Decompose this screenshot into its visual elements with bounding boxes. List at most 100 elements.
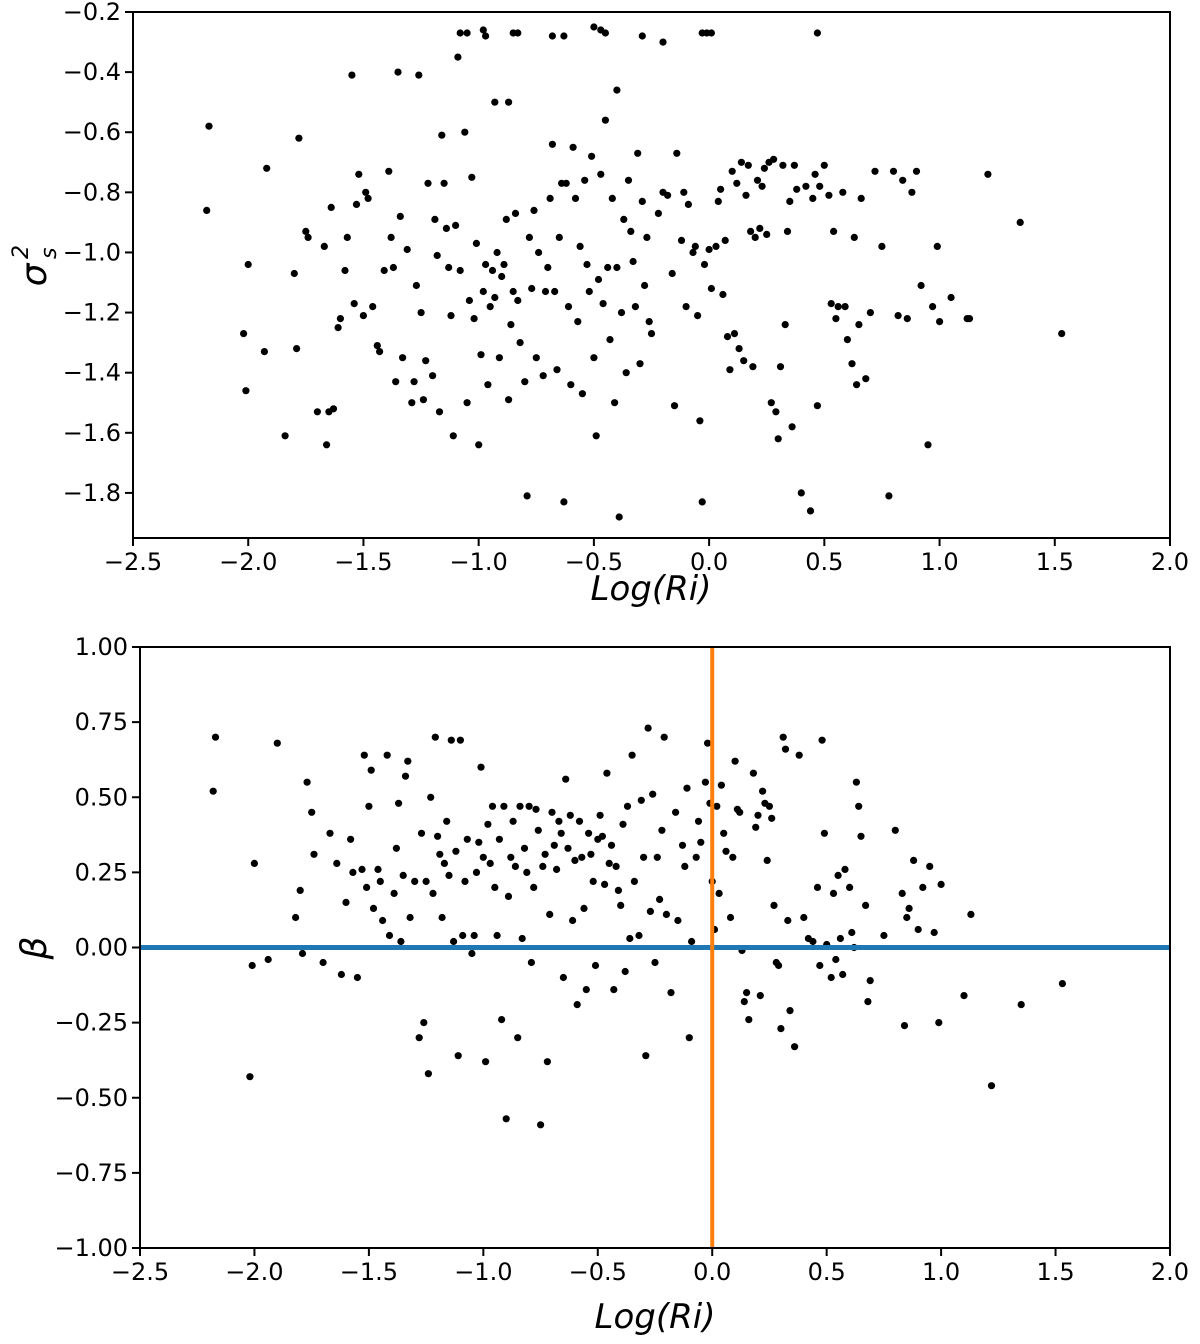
bottom-data-point-210 [839, 970, 847, 979]
bottom-data-point-134 [630, 877, 639, 886]
bottom-data-point-46 [427, 793, 435, 801]
top-plot-frame [132, 11, 1171, 539]
top-data-point-175 [747, 227, 755, 235]
top-data-point-114 [585, 287, 593, 296]
bottom-data-point-126 [612, 862, 620, 871]
bottom-data-point-98 [548, 808, 556, 816]
top-data-point-67 [472, 239, 480, 247]
top-data-point-26 [355, 170, 363, 178]
top-data-point-241 [479, 26, 487, 34]
top-data-point-105 [564, 303, 573, 311]
top-data-point-124 [608, 194, 616, 202]
top-data-point-213 [850, 233, 858, 241]
top-data-point-122 [604, 263, 612, 272]
top-data-point-7 [281, 432, 289, 440]
top-data-point-108 [571, 194, 580, 202]
bottom-data-point-229 [919, 883, 927, 892]
bottom-data-point-54 [445, 871, 453, 880]
bottom-data-point-234 [960, 992, 968, 1000]
bottom-data-point-230 [926, 862, 934, 871]
top-data-point-45 [415, 71, 423, 79]
bottom-data-point-38 [404, 757, 412, 765]
top-data-point-190 [781, 321, 789, 329]
bottom-data-point-169 [726, 913, 735, 922]
top-data-point-63 [463, 399, 471, 407]
bottom-data-point-122 [603, 769, 611, 777]
top-data-point-221 [885, 492, 893, 500]
top-data-point-88 [523, 492, 531, 500]
top-data-point-134 [631, 303, 640, 311]
bottom-data-point-40 [411, 877, 419, 886]
top-data-point-126 [613, 263, 621, 272]
bottom-data-point-68 [479, 853, 487, 861]
bottom-data-point-70 [484, 820, 492, 828]
bottom-data-point-18 [347, 835, 355, 843]
bottom-data-point-192 [781, 745, 790, 753]
top-data-point-99 [551, 287, 559, 296]
bottom-data-point-175 [740, 998, 748, 1006]
top-data-point-8 [290, 269, 298, 278]
top-data-point-95 [541, 287, 550, 296]
top-data-point-38 [394, 68, 402, 76]
top-data-point-165 [723, 333, 732, 341]
bottom-data-point-8 [296, 886, 304, 895]
bottom-data-point-148 [667, 989, 675, 997]
bottom-data-point-130 [621, 967, 629, 976]
top-data-point-172 [740, 357, 748, 365]
top-data-point-84 [511, 209, 520, 217]
bottom-data-point-170 [729, 853, 737, 861]
top-data-point-49 [424, 179, 432, 187]
bottom-data-point-164 [713, 802, 721, 810]
top-data-point-129 [620, 215, 628, 223]
bottom-data-point-146 [660, 733, 668, 741]
top-data-point-66 [470, 315, 478, 323]
bottom-data-point-237 [1017, 1001, 1025, 1009]
top-data-point-140 [645, 318, 653, 326]
bottom-y-tick-label-8: 1.00 [75, 633, 128, 661]
bottom-x-tick-label-7: 1.0 [922, 1258, 960, 1286]
bottom-data-point-28 [376, 877, 384, 886]
bottom-data-point-27 [374, 865, 382, 874]
bottom-data-point-117 [591, 961, 600, 970]
top-data-point-116 [590, 354, 598, 362]
top-data-point-139 [643, 233, 651, 241]
top-data-point-214 [853, 381, 861, 389]
top-data-point-103 [560, 498, 568, 506]
top-data-point-37 [392, 378, 400, 386]
top-data-point-85 [514, 296, 522, 305]
bottom-data-point-218 [862, 901, 870, 910]
top-data-point-259 [438, 131, 446, 139]
bottom-data-point-73 [491, 883, 499, 892]
top-data-point-217 [862, 375, 870, 383]
bottom-data-point-86 [520, 844, 529, 852]
bottom-data-point-87 [523, 868, 531, 877]
bottom-x-tick-label-0: −2.5 [111, 1258, 169, 1286]
top-data-point-109 [574, 318, 582, 326]
bottom-data-point-113 [582, 986, 590, 994]
top-data-point-167 [728, 167, 736, 175]
top-data-point-48 [422, 357, 430, 365]
bottom-data-point-208 [834, 871, 842, 880]
bottom-data-point-78 [502, 1115, 510, 1123]
bottom-data-point-82 [511, 862, 519, 871]
top-data-point-30 [369, 303, 377, 311]
top-data-point-211 [843, 336, 852, 344]
bottom-data-point-12 [310, 850, 318, 858]
bottom-data-point-215 [852, 778, 861, 786]
top-data-point-233 [947, 293, 955, 302]
bottom-data-point-104 [562, 775, 570, 783]
bottom-data-point-127 [614, 886, 623, 895]
top-data-point-162 [717, 185, 725, 193]
top-data-point-166 [726, 366, 734, 374]
bottom-data-point-226 [905, 904, 913, 913]
top-data-point-192 [786, 197, 794, 205]
bottom-data-point-115 [587, 850, 595, 858]
top-data-point-72 [484, 381, 492, 389]
bottom-data-point-178 [749, 769, 758, 777]
top-data-point-184 [767, 399, 775, 407]
top-data-point-79 [500, 260, 508, 269]
bottom-data-point-60 [459, 931, 467, 940]
top-data-point-119 [597, 170, 605, 178]
top-data-point-204 [825, 191, 833, 199]
top-data-point-121 [601, 116, 610, 124]
